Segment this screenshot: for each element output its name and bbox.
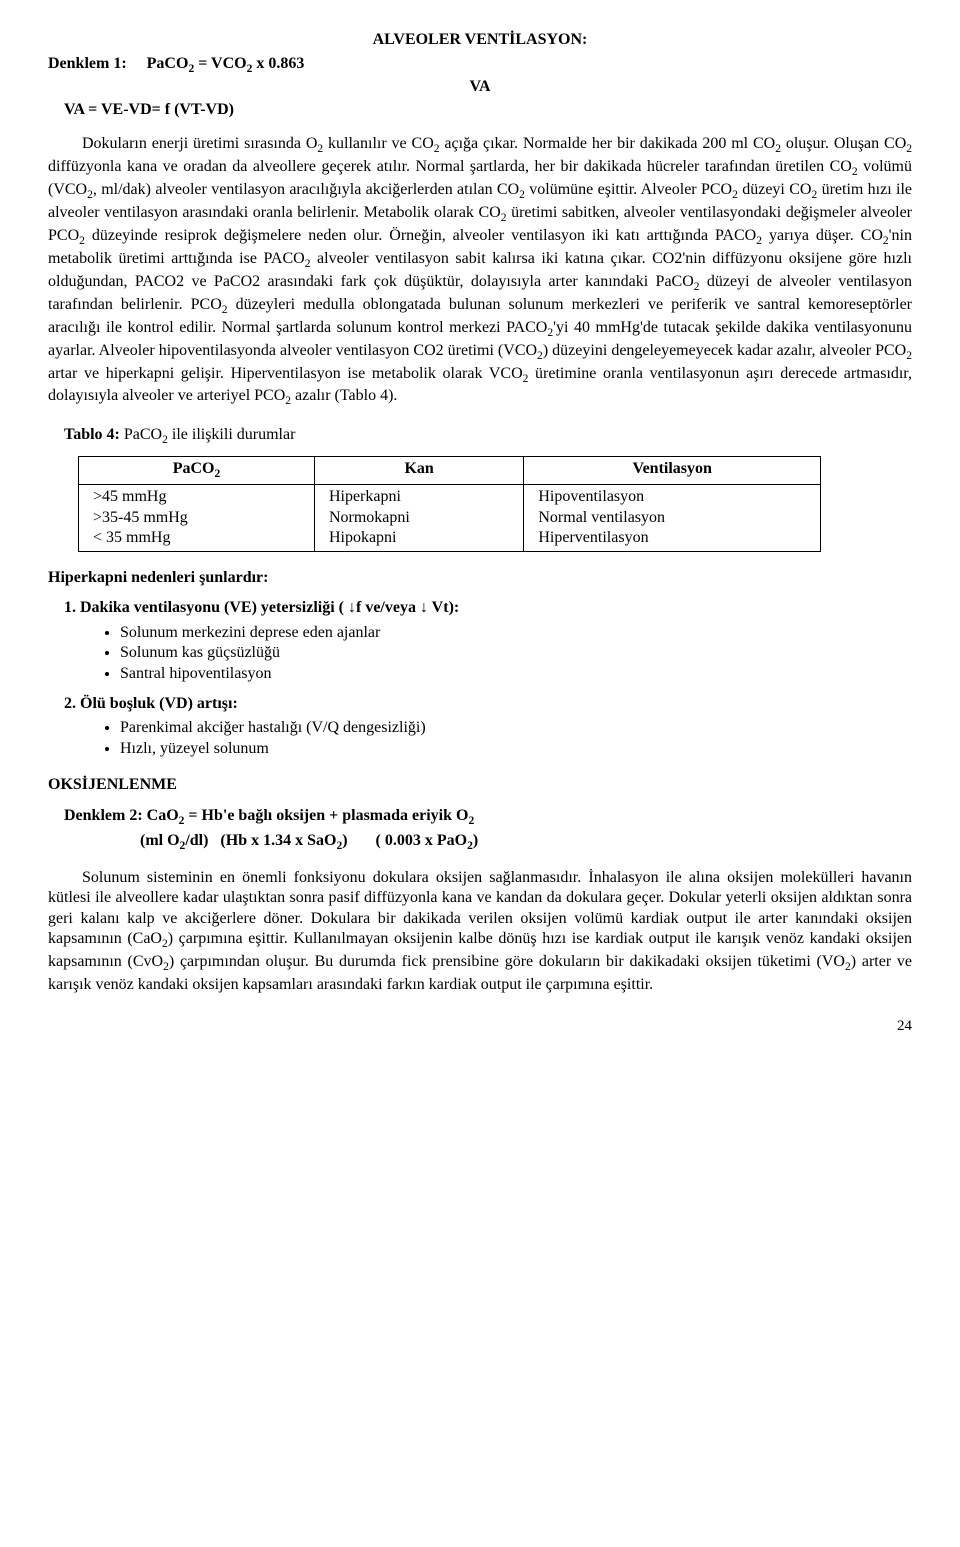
- eq1-label: Denklem 1:: [48, 55, 127, 72]
- va-under: VA: [48, 77, 912, 97]
- list-item: Parenkimal akciğer hastalığı (V/Q denges…: [120, 718, 912, 738]
- cell: Hipoventilasyon Normal ventilasyon Hiper…: [524, 485, 821, 551]
- table-header-row: PaCO2 Kan Ventilasyon: [79, 457, 821, 485]
- list-item: Solunum merkezini deprese eden ajanlar: [120, 623, 912, 643]
- list1-header: 1. Dakika ventilasyonu (VE) yetersizliği…: [48, 598, 912, 618]
- equation-2: Denklem 2: CaO2 = Hb'e bağlı oksijen + p…: [48, 806, 912, 829]
- hiperkapni-header: Hiperkapni nedenleri şunlardır:: [48, 568, 912, 588]
- equation-va: VA = VE-VD= f (VT-VD): [48, 100, 912, 120]
- paragraph-2: Solunum sisteminin en önemli fonksiyonu …: [48, 868, 912, 996]
- list2-header: 2. Ölü boşluk (VD) artışı:: [48, 694, 912, 714]
- table-caption-bold: Tablo 4:: [64, 426, 120, 443]
- eq-va-text: VA = VE-VD= f (VT-VD): [64, 101, 234, 118]
- table-caption-rest: PaCO2 ile ilişkili durumlar: [120, 426, 296, 443]
- section-title: ALVEOLER VENTİLASYON:: [48, 30, 912, 50]
- list2: Parenkimal akciğer hastalığı (V/Q denges…: [48, 718, 912, 759]
- cell: Hiperkapni Normokapni Hipokapni: [314, 485, 523, 551]
- table-caption: Tablo 4: PaCO2 ile ilişkili durumlar: [48, 425, 912, 448]
- col-vent: Ventilasyon: [524, 457, 821, 485]
- list1: Solunum merkezini deprese eden ajanlar S…: [48, 623, 912, 684]
- eq1-rhs: PaCO2 = VCO2 x 0.863: [147, 55, 305, 72]
- list-item: Solunum kas güçsüzlüğü: [120, 643, 912, 663]
- col-kan: Kan: [314, 457, 523, 485]
- cell: >45 mmHg >35-45 mmHg < 35 mmHg: [79, 485, 315, 551]
- col-paco2: PaCO2: [79, 457, 315, 485]
- table-row: >45 mmHg >35-45 mmHg < 35 mmHg Hiperkapn…: [79, 485, 821, 551]
- paragraph-1: Dokuların enerji üretimi sırasında O2 ku…: [48, 134, 912, 409]
- oksijenlenme-header: OKSİJENLENME: [48, 775, 912, 795]
- equation-1: Denklem 1: PaCO2 = VCO2 x 0.863: [48, 54, 912, 77]
- equation-2b: (ml O2/dl) (Hb x 1.34 x SaO2) ( 0.003 x …: [48, 831, 912, 854]
- paco2-table: PaCO2 Kan Ventilasyon >45 mmHg >35-45 mm…: [78, 456, 821, 551]
- page-number: 24: [48, 1017, 912, 1036]
- list-item: Santral hipoventilasyon: [120, 664, 912, 684]
- list-item: Hızlı, yüzeyel solunum: [120, 739, 912, 759]
